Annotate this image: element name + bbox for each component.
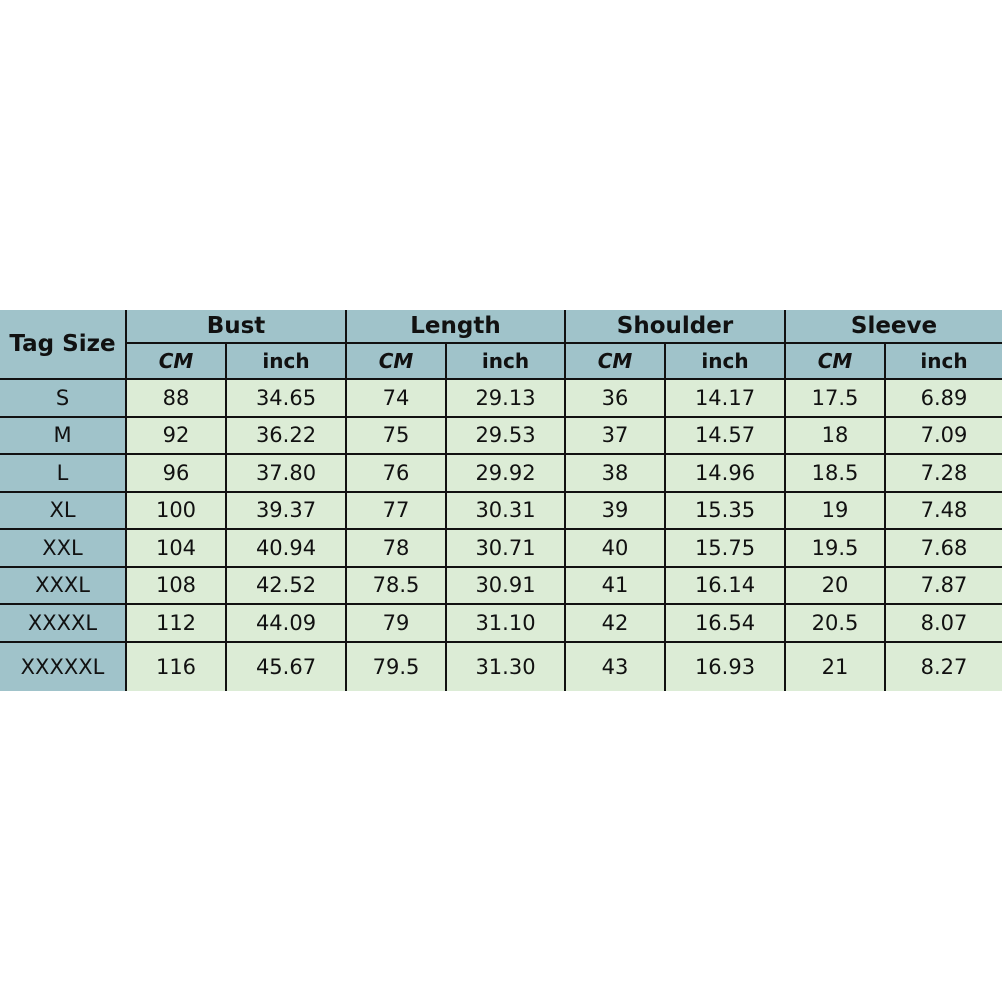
- value-cell: 15.75: [664, 528, 786, 568]
- length-header: Length: [345, 310, 566, 344]
- value-cell: 39.37: [225, 490, 347, 530]
- value-cell: 7.87: [884, 565, 1002, 605]
- unit-cm-header: CM: [564, 342, 666, 380]
- value-cell: 7.68: [884, 528, 1002, 568]
- value-cell: 88: [125, 378, 227, 418]
- value-cell: 14.96: [664, 453, 786, 493]
- value-cell: 30.71: [445, 528, 566, 568]
- value-cell: 100: [125, 490, 227, 530]
- value-cell: 77: [345, 490, 447, 530]
- table-row: XXXXXL 116 45.67 79.5 31.30 43 16.93 21 8.27: [0, 640, 1002, 691]
- value-cell: 40: [564, 528, 666, 568]
- value-cell: 40.94: [225, 528, 347, 568]
- value-cell: 14.57: [664, 415, 786, 455]
- value-cell: 15.35: [664, 490, 786, 530]
- value-cell: 20: [784, 565, 886, 605]
- table-row: XXXXL 112 44.09 79 31.10 42 16.54 20.5 8.07: [0, 603, 1002, 643]
- size-chart-table: Tag Size Bust Length Shoulder Sleeve CM i…: [0, 310, 1002, 691]
- table-row: S 88 34.65 74 29.13 36 14.17 17.5 6.89: [0, 378, 1002, 418]
- value-cell: 7.48: [884, 490, 1002, 530]
- table-row: M 92 36.22 75 29.53 37 14.57 18 7.09: [0, 415, 1002, 455]
- tag-size-cell: XXXXXL: [0, 640, 127, 691]
- value-cell: 29.53: [445, 415, 566, 455]
- table-row: XXL 104 40.94 78 30.71 40 15.75 19.5 7.68: [0, 528, 1002, 568]
- value-cell: 36.22: [225, 415, 347, 455]
- value-cell: 31.10: [445, 603, 566, 643]
- value-cell: 14.17: [664, 378, 786, 418]
- tag-size-cell: XXL: [0, 528, 127, 568]
- value-cell: 7.09: [884, 415, 1002, 455]
- value-cell: 104: [125, 528, 227, 568]
- unit-inch-header: inch: [884, 342, 1002, 380]
- value-cell: 17.5: [784, 378, 886, 418]
- tag-size-cell: S: [0, 378, 127, 418]
- value-cell: 16.93: [664, 640, 786, 691]
- value-cell: 79.5: [345, 640, 447, 691]
- value-cell: 18.5: [784, 453, 886, 493]
- tag-size-cell: XXXL: [0, 565, 127, 605]
- value-cell: 16.14: [664, 565, 786, 605]
- value-cell: 92: [125, 415, 227, 455]
- value-cell: 36: [564, 378, 666, 418]
- value-cell: 76: [345, 453, 447, 493]
- tag-size-cell: L: [0, 453, 127, 493]
- value-cell: 74: [345, 378, 447, 418]
- value-cell: 108: [125, 565, 227, 605]
- tag-size-cell: M: [0, 415, 127, 455]
- unit-inch-header: inch: [225, 342, 347, 380]
- value-cell: 8.07: [884, 603, 1002, 643]
- value-cell: 96: [125, 453, 227, 493]
- value-cell: 78.5: [345, 565, 447, 605]
- value-cell: 19: [784, 490, 886, 530]
- value-cell: 29.13: [445, 378, 566, 418]
- value-cell: 42.52: [225, 565, 347, 605]
- table-row: L 96 37.80 76 29.92 38 14.96 18.5 7.28: [0, 453, 1002, 493]
- tag-size-cell: XL: [0, 490, 127, 530]
- tag-size-cell: XXXXL: [0, 603, 127, 643]
- table-row: XL 100 39.37 77 30.31 39 15.35 19 7.48: [0, 490, 1002, 530]
- value-cell: 44.09: [225, 603, 347, 643]
- unit-inch-header: inch: [445, 342, 566, 380]
- value-cell: 8.27: [884, 640, 1002, 691]
- value-cell: 30.91: [445, 565, 566, 605]
- value-cell: 75: [345, 415, 447, 455]
- value-cell: 30.31: [445, 490, 566, 530]
- shoulder-header: Shoulder: [564, 310, 786, 344]
- value-cell: 112: [125, 603, 227, 643]
- value-cell: 7.28: [884, 453, 1002, 493]
- value-cell: 37: [564, 415, 666, 455]
- value-cell: 41: [564, 565, 666, 605]
- value-cell: 6.89: [884, 378, 1002, 418]
- value-cell: 43: [564, 640, 666, 691]
- table-row: XXXL 108 42.52 78.5 30.91 41 16.14 20 7.87: [0, 565, 1002, 605]
- value-cell: 39: [564, 490, 666, 530]
- value-cell: 42: [564, 603, 666, 643]
- sleeve-header: Sleeve: [784, 310, 1002, 344]
- tag-size-header: Tag Size: [0, 310, 127, 380]
- value-cell: 29.92: [445, 453, 566, 493]
- value-cell: 34.65: [225, 378, 347, 418]
- value-cell: 19.5: [784, 528, 886, 568]
- bust-header: Bust: [125, 310, 347, 344]
- value-cell: 21: [784, 640, 886, 691]
- unit-cm-header: CM: [345, 342, 447, 380]
- unit-inch-header: inch: [664, 342, 786, 380]
- value-cell: 38: [564, 453, 666, 493]
- value-cell: 79: [345, 603, 447, 643]
- value-cell: 37.80: [225, 453, 347, 493]
- unit-cm-header: CM: [126, 342, 227, 380]
- unit-cm-header: CM: [784, 342, 886, 380]
- value-cell: 45.67: [225, 640, 347, 691]
- value-cell: 116: [125, 640, 227, 691]
- value-cell: 20.5: [784, 603, 886, 643]
- value-cell: 16.54: [664, 603, 786, 643]
- value-cell: 31.30: [445, 640, 566, 691]
- value-cell: 18: [784, 415, 886, 455]
- value-cell: 78: [345, 528, 447, 568]
